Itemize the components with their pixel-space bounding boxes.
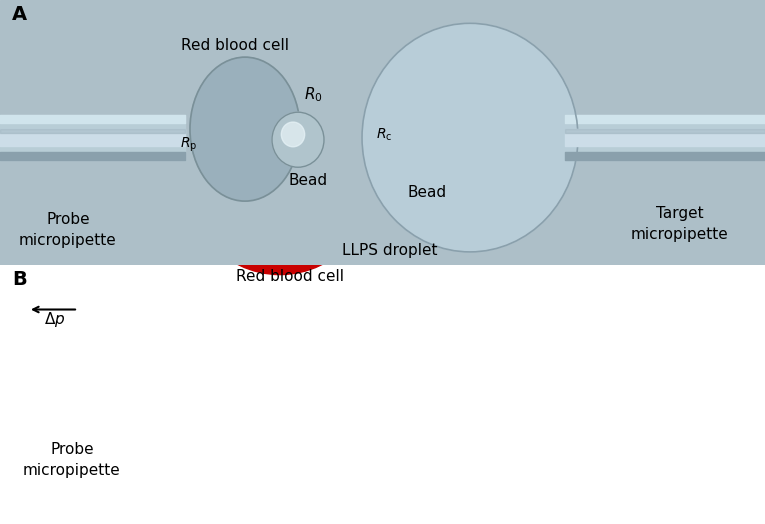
Circle shape [376,122,425,170]
Ellipse shape [259,131,301,179]
Circle shape [272,112,324,167]
Ellipse shape [188,50,372,259]
Circle shape [373,118,431,175]
Ellipse shape [223,89,338,221]
Ellipse shape [201,65,359,245]
Circle shape [388,133,409,155]
Circle shape [386,131,412,157]
Text: Bead: Bead [288,172,327,188]
Circle shape [370,115,434,179]
Ellipse shape [177,38,382,271]
Circle shape [375,119,428,173]
Circle shape [372,117,431,177]
Ellipse shape [194,56,366,254]
Ellipse shape [220,86,340,224]
Circle shape [386,130,413,158]
Ellipse shape [225,92,335,218]
Circle shape [400,63,540,212]
Ellipse shape [264,137,296,173]
Ellipse shape [262,134,298,176]
Text: $R_0$: $R_0$ [304,86,323,104]
Ellipse shape [243,113,317,197]
Text: Red blood cell: Red blood cell [236,269,344,283]
Ellipse shape [183,44,377,266]
Circle shape [373,118,429,174]
Ellipse shape [227,95,333,215]
Circle shape [282,122,304,147]
Ellipse shape [269,143,291,167]
Circle shape [387,132,411,156]
Circle shape [371,116,433,178]
Ellipse shape [175,35,385,275]
Circle shape [391,136,405,151]
Text: LLPS droplet: LLPS droplet [342,244,438,258]
Ellipse shape [181,41,379,269]
Circle shape [380,125,421,166]
Ellipse shape [246,116,314,194]
Circle shape [392,137,405,149]
Circle shape [396,141,399,144]
Ellipse shape [190,57,300,201]
Circle shape [382,127,418,163]
Text: Probe
micropipette: Probe micropipette [19,212,117,248]
Circle shape [378,40,562,235]
Text: $R_\mathrm{c}$: $R_\mathrm{c}$ [376,127,392,143]
Ellipse shape [230,98,330,212]
Circle shape [160,137,196,173]
Ellipse shape [278,152,282,158]
Text: B: B [12,270,27,289]
Ellipse shape [275,149,285,161]
Ellipse shape [190,53,369,257]
Circle shape [393,138,402,147]
Text: Red blood cell: Red blood cell [181,38,289,53]
Text: Target
micropipette: Target micropipette [631,206,729,243]
Ellipse shape [241,110,319,200]
Ellipse shape [233,101,327,209]
Circle shape [382,128,417,162]
Text: Bead: Bead [408,185,447,200]
Ellipse shape [199,62,361,248]
Ellipse shape [214,80,346,230]
Ellipse shape [249,119,311,191]
Ellipse shape [204,68,356,242]
Circle shape [381,126,419,164]
Ellipse shape [207,71,353,239]
Ellipse shape [254,125,306,185]
Circle shape [392,138,403,148]
Circle shape [378,123,423,168]
Circle shape [389,134,409,153]
Text: A: A [12,5,27,24]
Ellipse shape [236,104,324,206]
Ellipse shape [256,128,304,182]
Text: $\Delta p$: $\Delta p$ [44,310,66,329]
Circle shape [383,128,415,160]
Text: Probe
micropipette: Probe micropipette [23,442,121,478]
Circle shape [362,23,578,252]
Circle shape [395,139,401,146]
Circle shape [376,121,427,171]
Ellipse shape [217,83,343,227]
Ellipse shape [212,77,348,233]
Ellipse shape [267,140,293,170]
Circle shape [390,135,407,152]
Ellipse shape [238,107,322,203]
Circle shape [377,122,424,169]
Text: $R_\mathrm{p}$: $R_\mathrm{p}$ [180,136,197,154]
Ellipse shape [185,47,375,263]
Circle shape [396,140,399,145]
Ellipse shape [251,122,309,188]
Circle shape [379,124,422,167]
Ellipse shape [196,59,364,250]
Ellipse shape [272,146,288,164]
Circle shape [385,129,415,159]
Ellipse shape [209,74,351,236]
